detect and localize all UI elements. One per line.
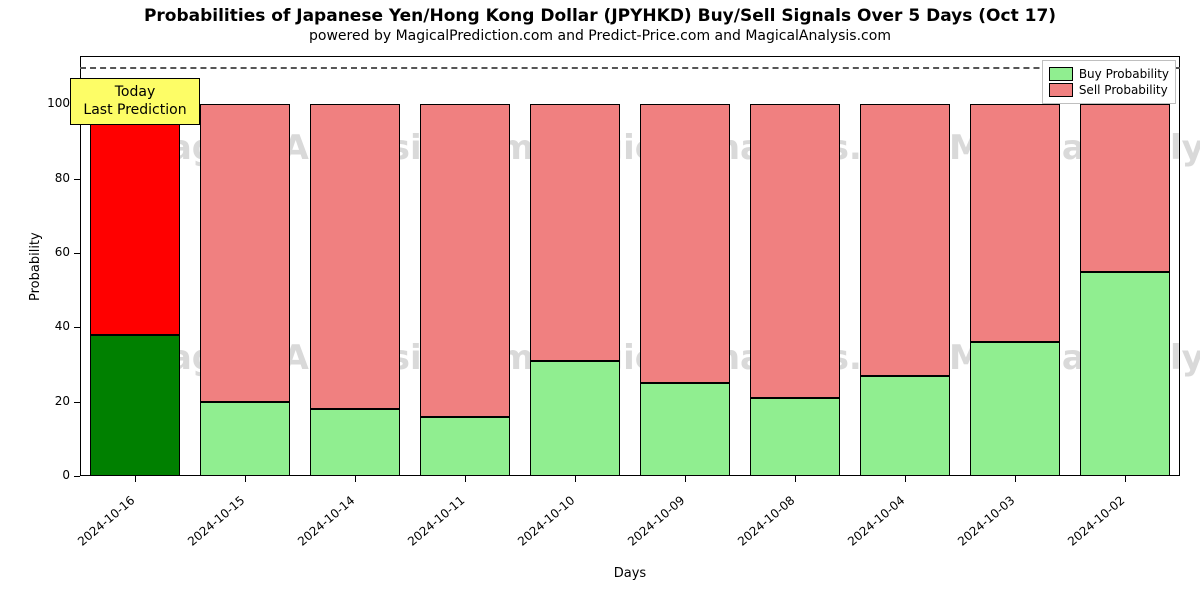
- sell-bar: [970, 104, 1060, 342]
- buy-bar: [310, 409, 400, 476]
- x-tick-label: 2024-10-09: [625, 493, 687, 549]
- sell-bar: [200, 104, 290, 401]
- x-tick-mark: [465, 476, 466, 482]
- legend-label: Sell Probability: [1079, 83, 1168, 97]
- buy-bar: [200, 402, 290, 476]
- x-axis-label: Days: [80, 566, 1180, 581]
- y-tick-label: 80: [40, 171, 70, 185]
- legend-swatch: [1049, 67, 1073, 81]
- sell-bar: [640, 104, 730, 383]
- y-tick-label: 100: [40, 96, 70, 110]
- x-tick-label: 2024-10-04: [845, 493, 907, 549]
- legend-swatch: [1049, 83, 1073, 97]
- sell-bar: [530, 104, 620, 360]
- sell-bar: [860, 104, 950, 375]
- x-tick-label: 2024-10-14: [295, 493, 357, 549]
- buy-bar: [90, 335, 180, 476]
- legend-item: Sell Probability: [1049, 83, 1169, 97]
- sell-bar: [310, 104, 400, 409]
- sell-bar: [1080, 104, 1170, 271]
- chart-title: Probabilities of Japanese Yen/Hong Kong …: [0, 6, 1200, 26]
- x-tick-label: 2024-10-15: [185, 493, 247, 549]
- chart-subtitle: powered by MagicalPrediction.com and Pre…: [0, 28, 1200, 44]
- sell-bar: [90, 104, 180, 334]
- reference-line: [80, 67, 1180, 69]
- x-tick-mark: [1015, 476, 1016, 482]
- y-tick-label: 20: [40, 394, 70, 408]
- x-tick-mark: [795, 476, 796, 482]
- chart-container: Probabilities of Japanese Yen/Hong Kong …: [0, 0, 1200, 600]
- legend: Buy Probability Sell Probability: [1042, 60, 1176, 104]
- x-tick-label: 2024-10-16: [75, 493, 137, 549]
- today-annotation: TodayLast Prediction: [70, 78, 200, 124]
- buy-bar: [860, 376, 950, 476]
- x-tick-mark: [905, 476, 906, 482]
- sell-bar: [750, 104, 840, 398]
- buy-bar: [420, 417, 510, 476]
- buy-bar: [750, 398, 840, 476]
- sell-bar: [420, 104, 510, 416]
- buy-bar: [1080, 272, 1170, 476]
- buy-bar: [530, 361, 620, 476]
- buy-bar: [970, 342, 1060, 476]
- y-tick-label: 40: [40, 319, 70, 333]
- y-tick-label: 60: [40, 245, 70, 259]
- legend-label: Buy Probability: [1079, 67, 1169, 81]
- x-tick-label: 2024-10-10: [515, 493, 577, 549]
- y-tick-mark: [74, 253, 80, 254]
- buy-bar: [640, 383, 730, 476]
- x-tick-mark: [135, 476, 136, 482]
- legend-item: Buy Probability: [1049, 67, 1169, 81]
- x-tick-label: 2024-10-03: [955, 493, 1017, 549]
- y-tick-mark: [74, 179, 80, 180]
- y-tick-label: 0: [40, 468, 70, 482]
- x-tick-mark: [355, 476, 356, 482]
- x-tick-mark: [685, 476, 686, 482]
- x-tick-label: 2024-10-08: [735, 493, 797, 549]
- x-tick-mark: [575, 476, 576, 482]
- annotation-line: Today: [79, 83, 191, 101]
- y-tick-mark: [74, 327, 80, 328]
- x-tick-label: 2024-10-11: [405, 493, 467, 549]
- y-tick-mark: [74, 402, 80, 403]
- y-axis-label: Probability: [28, 232, 43, 301]
- x-tick-mark: [245, 476, 246, 482]
- x-tick-label: 2024-10-02: [1065, 493, 1127, 549]
- x-tick-mark: [1125, 476, 1126, 482]
- annotation-line: Last Prediction: [79, 101, 191, 119]
- y-tick-mark: [74, 476, 80, 477]
